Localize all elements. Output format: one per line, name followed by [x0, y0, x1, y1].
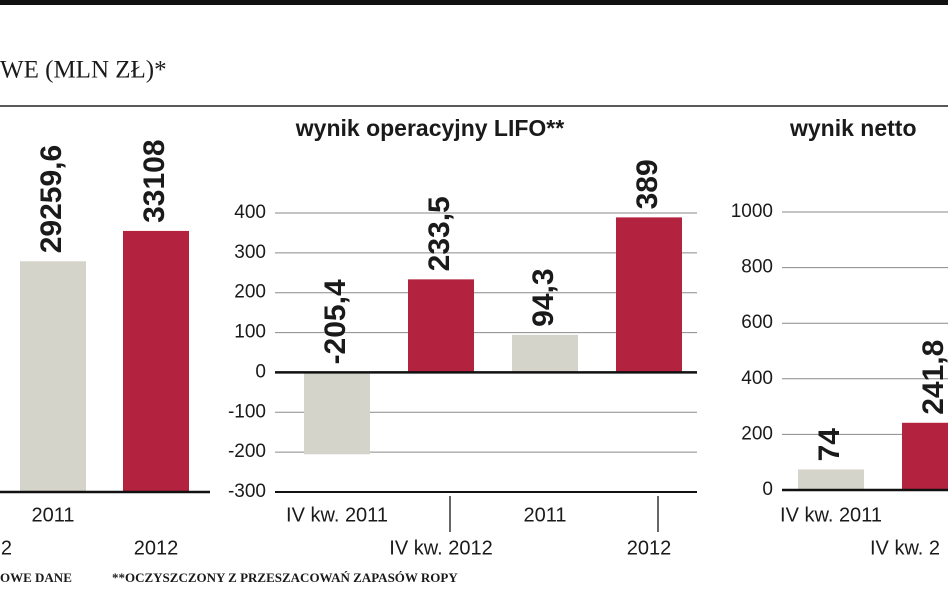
x-tick-label: 2011	[31, 504, 74, 526]
y-tick-label: 200	[234, 282, 266, 303]
value-label: 233,5	[423, 196, 456, 271]
bar	[20, 261, 86, 492]
x-tick-label: IV kw. 2011	[286, 504, 388, 526]
x-tick-label: 2	[1, 537, 12, 559]
x-tick-label: IV kw. 2011	[780, 504, 882, 526]
value-label: 29259,6	[35, 145, 68, 253]
y-tick-label: 300	[234, 242, 266, 263]
bar	[616, 217, 682, 373]
x-tick-label: IV kw. 2	[870, 537, 940, 559]
y-tick-label: 1000	[731, 201, 773, 222]
footnote: **OCZYSZCZONY Z PRZESZACOWAŃ ZAPASÓW ROP…	[112, 570, 458, 585]
value-label: 389	[631, 159, 664, 209]
value-label: 74	[813, 428, 846, 462]
bar	[902, 422, 948, 490]
chart-title: wynik netto	[789, 115, 917, 141]
top-band	[0, 0, 948, 5]
y-tick-label: 800	[741, 257, 773, 278]
value-label: 241,8	[917, 340, 948, 415]
bar	[408, 279, 474, 373]
y-tick-label: 600	[741, 312, 773, 333]
y-tick-label: 400	[234, 202, 266, 223]
x-tick-label: IV kw. 2012	[389, 537, 492, 559]
value-label: -205,4	[319, 279, 352, 364]
y-tick-label: 0	[762, 479, 773, 500]
x-tick-label: 2012	[134, 537, 179, 559]
x-tick-label: 2012	[627, 537, 672, 559]
bar	[304, 372, 370, 455]
chart-title: wynik operacyjny LIFO**	[295, 115, 564, 141]
y-tick-label: -300	[228, 481, 266, 502]
y-tick-label: 400	[741, 368, 773, 389]
footnote: OWE DANE	[0, 570, 72, 585]
y-tick-label: 100	[234, 322, 266, 343]
y-tick-label: 200	[741, 423, 773, 444]
value-label: 33108	[138, 139, 171, 222]
x-tick-label: 2011	[523, 504, 566, 526]
bar	[512, 334, 578, 373]
bar	[798, 469, 864, 490]
bar	[123, 230, 189, 492]
heading: WE (MLN ZŁ)*	[0, 57, 167, 84]
y-tick-label: 0	[255, 361, 266, 382]
value-label: 94,3	[527, 268, 560, 326]
y-tick-label: -100	[228, 401, 266, 422]
y-tick-label: -200	[228, 441, 266, 462]
